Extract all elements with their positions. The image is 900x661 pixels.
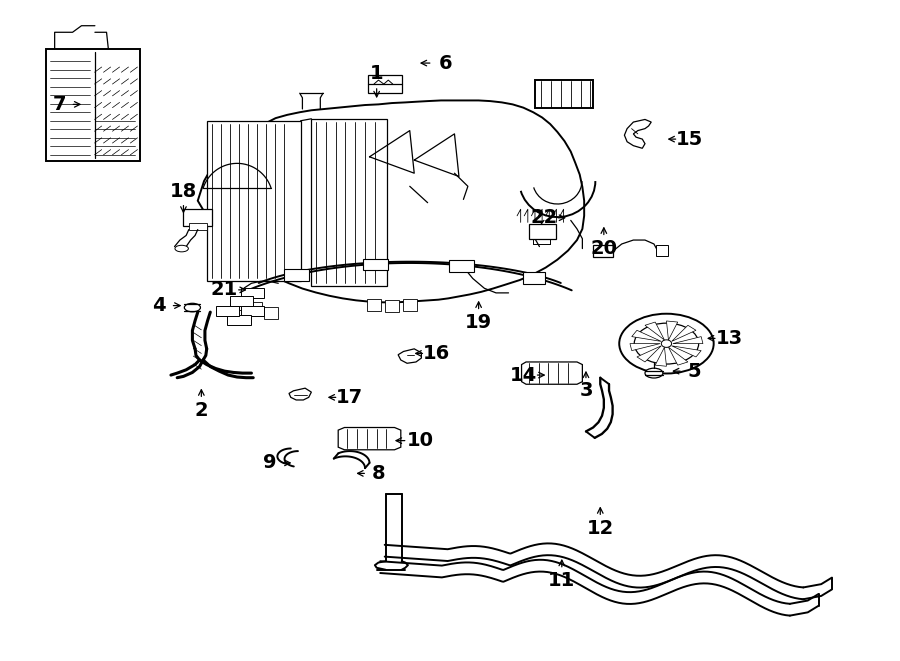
Text: 3: 3 [580,381,593,401]
Bar [535,80,593,108]
Ellipse shape [645,368,663,378]
Polygon shape [632,330,662,341]
Polygon shape [289,388,311,400]
Bar [207,121,301,282]
Bar [593,245,613,257]
Ellipse shape [619,314,714,373]
Text: 16: 16 [423,344,450,363]
Bar [240,306,264,316]
Text: 18: 18 [170,182,197,201]
Bar [364,258,389,270]
Bar [384,300,399,312]
Text: 6: 6 [438,54,453,73]
Polygon shape [655,347,667,366]
Text: 2: 2 [194,401,208,420]
Text: 7: 7 [52,95,66,114]
Text: 9: 9 [263,453,276,473]
Polygon shape [645,322,664,340]
Text: 20: 20 [590,239,617,258]
Bar [264,307,278,319]
Ellipse shape [184,303,201,312]
Bar [189,223,207,229]
Polygon shape [522,362,582,384]
Text: 5: 5 [688,362,701,381]
Bar [46,49,140,161]
Text: 21: 21 [211,280,239,299]
Bar [311,119,387,286]
Bar [368,75,401,93]
Polygon shape [669,347,688,365]
Bar [228,315,250,325]
Polygon shape [667,321,678,340]
Text: 17: 17 [337,388,364,407]
Circle shape [662,340,671,348]
Polygon shape [671,325,696,341]
Ellipse shape [634,323,698,364]
Polygon shape [673,336,703,344]
Text: 14: 14 [509,366,537,385]
Bar [523,272,544,284]
Bar [402,299,417,311]
Bar [184,210,212,225]
Text: 13: 13 [716,329,742,348]
Polygon shape [637,346,662,362]
Polygon shape [630,344,660,350]
Polygon shape [671,346,701,357]
Polygon shape [198,100,584,302]
Text: 19: 19 [465,313,492,332]
Text: 1: 1 [370,64,383,83]
Bar [230,296,253,306]
Text: 4: 4 [152,296,166,315]
Bar [248,302,262,314]
Bar [235,297,249,309]
Text: 15: 15 [676,130,703,149]
Bar [656,245,668,256]
Text: 11: 11 [548,571,575,590]
Bar [216,306,239,316]
Bar [240,288,264,297]
Text: 10: 10 [407,431,434,450]
Bar [448,260,473,272]
Ellipse shape [175,245,188,252]
Bar [528,224,555,239]
Text: 8: 8 [372,464,385,483]
Polygon shape [625,120,652,148]
Bar [367,299,381,311]
Bar [284,270,309,282]
Polygon shape [338,428,400,449]
Text: 22: 22 [530,208,557,227]
Text: 12: 12 [587,519,614,538]
Polygon shape [398,349,421,364]
